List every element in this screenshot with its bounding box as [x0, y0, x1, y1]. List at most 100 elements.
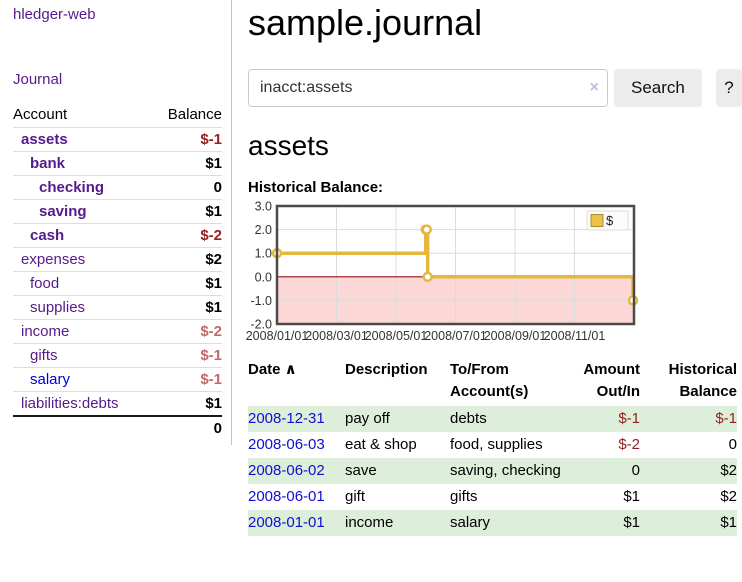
account-link-income[interactable]: income [21, 323, 70, 340]
account-link-liabilities-debts[interactable]: liabilities:debts [21, 395, 119, 412]
accounts-total-row: 0 [13, 415, 222, 440]
account-balance: $-2 [151, 223, 222, 248]
transaction-accounts-cell: salary [450, 514, 491, 531]
account-link-salary[interactable]: salary [30, 371, 71, 388]
help-button[interactable]: ? [715, 69, 742, 107]
account-row: bank $1 [13, 151, 222, 176]
transaction-accounts-cell: food, supplies [450, 436, 543, 453]
transaction-description-cell: gift [345, 488, 366, 505]
table-row[interactable]: 2008-12-31 pay off debts $-1 $-1 [248, 406, 737, 432]
transaction-date-link[interactable]: 2008-01-01 [248, 514, 325, 531]
accounts-header-row: Account Balance [13, 104, 222, 128]
transaction-amount-cell: $1 [623, 514, 640, 531]
svg-text:3.0: 3.0 [255, 200, 272, 214]
svg-text:2008/09/01: 2008/09/01 [484, 329, 547, 343]
register-header-tofrom: To/From Account(s) [450, 361, 529, 400]
account-balance: $1 [151, 151, 222, 176]
account-row: food $1 [13, 271, 222, 296]
account-link-assets[interactable]: assets [21, 131, 68, 148]
transaction-description-cell: eat & shop [345, 436, 417, 453]
sidebar: hledger-web Journal Account Balance asse… [0, 0, 232, 445]
accounts-header-balance: Balance [167, 106, 222, 123]
account-link-bank[interactable]: bank [30, 155, 66, 172]
transaction-balance-cell: $-1 [715, 410, 737, 427]
account-link-cash[interactable]: cash [30, 227, 65, 244]
transaction-date-link[interactable]: 2008-06-01 [248, 488, 325, 505]
clear-search-icon[interactable]: × [589, 79, 599, 96]
account-balance: $1 [151, 295, 222, 320]
accounts-table: Account Balance assets $-1 bank $1 checking 0… [13, 104, 222, 440]
register-header-historical: Historical Balance [668, 361, 737, 400]
transaction-accounts-cell: saving, checking [450, 462, 561, 479]
account-link-supplies[interactable]: supplies [30, 299, 86, 316]
account-row: saving $1 [13, 199, 222, 224]
chart-legend: $ [586, 210, 629, 231]
data-point-marker [422, 271, 433, 283]
register-header-row: Date ∧ Description To/From Account(s) Amount… [248, 358, 737, 406]
account-balance: $-2 [151, 319, 222, 344]
accounts-total-value: 0 [151, 415, 222, 440]
svg-text:2008/07/01: 2008/07/01 [424, 329, 487, 343]
search-button[interactable]: Search [614, 69, 702, 107]
account-balance: $1 [151, 271, 222, 296]
account-link-food[interactable]: food [30, 275, 60, 292]
table-row[interactable]: 2008-01-01 income salary $1 $1 [248, 510, 737, 536]
transaction-date-cell: 2008-06-03 [248, 432, 345, 458]
account-link-saving[interactable]: saving [39, 203, 87, 220]
hledger-web-app: hledger-web Journal Account Balance asse… [0, 0, 742, 536]
account-row: liabilities:debts $1 [13, 391, 222, 416]
table-row[interactable]: 2008-06-01 gift gifts $1 $2 [248, 484, 737, 510]
transaction-accounts-cell: debts [450, 410, 487, 427]
account-link-checking[interactable]: checking [39, 179, 105, 196]
accounts-total-spacer [13, 415, 152, 440]
transaction-balance-cell: $1 [720, 514, 737, 531]
table-row[interactable]: 2008-06-03 eat & shop food, supplies $-2 0 [248, 432, 737, 458]
account-balance: $1 [151, 199, 222, 224]
plot-border [275, 204, 636, 326]
register-header-amount: Amount Out/In [583, 361, 640, 400]
account-balance: $-1 [151, 127, 222, 152]
account-row: salary $-1 [13, 367, 222, 392]
historical-balance-chart[interactable]: $3.0 2.0 1.0 0.0 -1.0 -2.0 2008/01/01 2008/03/0… [246, 200, 742, 346]
data-point-marker [421, 224, 432, 235]
transaction-description-cell: pay off [345, 410, 390, 427]
transaction-date-link[interactable]: 2008-06-03 [248, 436, 325, 453]
main-content: sample.journal × Search ? assets Histori… [232, 0, 742, 536]
transaction-balance-cell: 0 [728, 436, 737, 453]
transaction-amount-cell: $-1 [618, 410, 640, 427]
sort-ascending-icon: ∧ [280, 361, 297, 378]
transaction-description-cell: save [345, 462, 377, 479]
transaction-amount-cell: 0 [631, 462, 640, 479]
transaction-date-link[interactable]: 2008-12-31 [248, 410, 325, 427]
account-row: income $-2 [13, 319, 222, 344]
table-row[interactable]: 2008-06-02 save saving, checking 0 $2 [248, 458, 737, 484]
transaction-balance-cell: $2 [720, 488, 737, 505]
account-balance: $-1 [151, 367, 222, 392]
search-form: × Search ? [248, 69, 742, 107]
transaction-date-cell: 2008-06-01 [248, 484, 345, 510]
search-input[interactable] [248, 69, 608, 107]
transaction-date-cell: 2008-01-01 [248, 510, 345, 536]
account-link-expenses[interactable]: expenses [21, 251, 86, 268]
svg-text:0.0: 0.0 [255, 270, 272, 284]
svg-text:2008/01/01: 2008/01/01 [246, 329, 309, 343]
account-row: checking 0 [13, 175, 222, 200]
svg-text:1.0: 1.0 [255, 247, 272, 261]
svg-text:2.0: 2.0 [255, 223, 272, 237]
account-balance: $-1 [151, 343, 222, 368]
sidebar-item-journal[interactable]: Journal [13, 71, 63, 88]
account-row: cash $-2 [13, 223, 222, 248]
svg-text:-2.0: -2.0 [250, 318, 272, 332]
accounts-header-account: Account [13, 106, 68, 123]
register-header-date[interactable]: Date ∧ [248, 361, 297, 378]
transaction-date-link[interactable]: 2008-06-02 [248, 462, 325, 479]
page-title: sample.journal [248, 2, 483, 43]
account-row: gifts $-1 [13, 343, 222, 368]
svg-text:2008/11/01: 2008/11/01 [544, 329, 606, 343]
chart-svg: $3.0 2.0 1.0 0.0 -1.0 -2.02008/01/012008/03/0… [246, 200, 639, 343]
brand-link[interactable]: hledger-web [13, 6, 96, 23]
chart-title: Historical Balance: [248, 179, 384, 196]
account-link-gifts[interactable]: gifts [30, 347, 58, 364]
legend-label: $ [606, 213, 614, 228]
transaction-amount-cell: $1 [623, 488, 640, 505]
